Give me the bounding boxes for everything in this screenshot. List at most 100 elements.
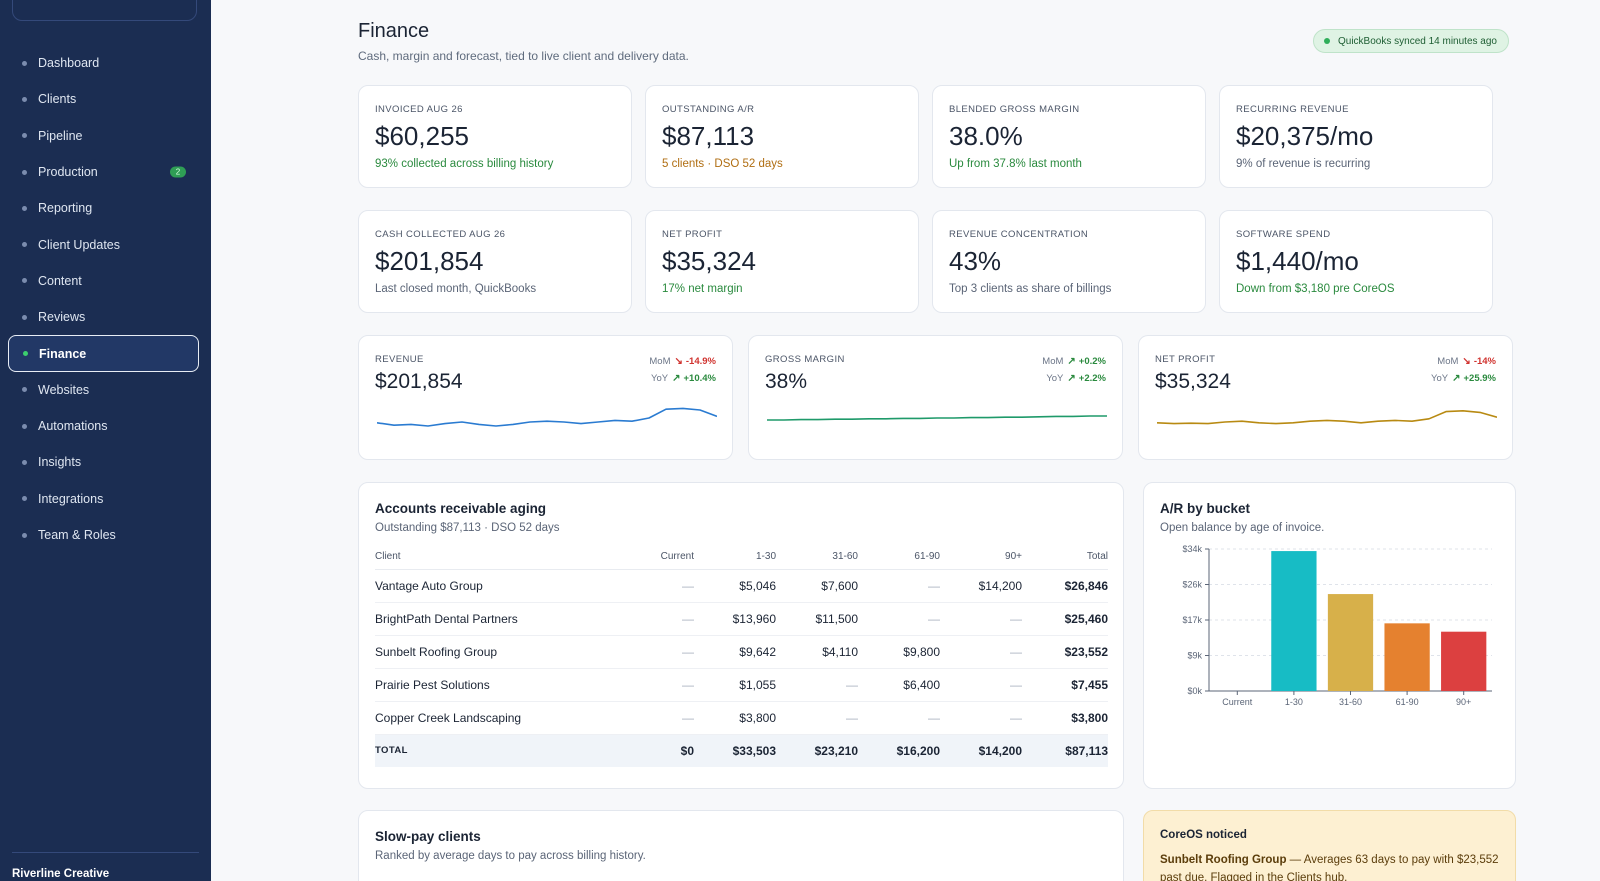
slow-pay-card: Slow-pay clients Ranked by average days … [358, 810, 1124, 881]
sidebar-item-pipeline[interactable]: Pipeline [8, 118, 199, 154]
amount-cell: $3,800 [694, 701, 776, 735]
kpi-card: CASH COLLECTED AUG 26 $201,854 Last closed… [358, 210, 632, 313]
client-name-cell[interactable]: Prairie Pest Solutions [375, 668, 605, 702]
amount-cell: $6,400 [858, 668, 940, 702]
kpi-note: Down from $3,180 pre CoreOS [1236, 283, 1395, 295]
ar-column-header: Current [605, 545, 694, 570]
amount-cell: — [605, 569, 694, 603]
table-total-row: TOTAL $0 $33,503 $23,210 $16,200 $14,200 $87,1… [375, 733, 1108, 767]
ar-column-header: 90+ [940, 545, 1022, 570]
amount-cell: $11,500 [776, 602, 858, 636]
ar-aging-title: Accounts receivable aging [375, 501, 547, 516]
bar-31-60[interactable] [1327, 594, 1374, 691]
y-tick-label: $0k [1187, 686, 1202, 696]
sync-status-text: QuickBooks synced 14 minutes ago [1338, 35, 1497, 47]
notice-body: Sunbelt Roofing Group — Averages 63 days… [1160, 851, 1500, 881]
kpi-note: Last closed month, QuickBooks [375, 283, 537, 295]
kpi-value: $1,440/mo [1236, 246, 1359, 276]
mom-delta: MoM ↘ -14.9% [649, 353, 716, 370]
mom-value: -14% [1473, 356, 1496, 367]
client-name-cell[interactable]: Copper Creek Landscaping [375, 701, 605, 735]
notice-client-link[interactable]: Sunbelt Roofing Group [1160, 854, 1287, 866]
table-row[interactable]: BrightPath Dental Partners — $13,960 $11,50… [375, 602, 1108, 636]
sidebar-item-reviews[interactable]: Reviews [8, 299, 199, 335]
sidebar-item-reporting[interactable]: Reporting [8, 190, 199, 226]
org-name[interactable]: Riverline Creative [12, 868, 110, 880]
amount-cell: — [605, 602, 694, 636]
mom-delta: MoM ↘ -14% [1431, 353, 1496, 370]
sidebar-item-integrations[interactable]: Integrations [8, 481, 199, 517]
table-row[interactable]: Vantage Auto Group — $5,046 $7,600— $14,200 $… [375, 569, 1108, 603]
arrow-up-right-icon: ↗ [1452, 373, 1461, 384]
sidebar-item-team-roles[interactable]: Team & Roles [8, 517, 199, 553]
sidebar-item-label: Reviews [38, 310, 86, 325]
amount-cell: — [858, 569, 940, 603]
bullet-dot-icon [22, 96, 27, 102]
total-label: TOTAL [375, 733, 605, 767]
page-title: Finance [358, 20, 430, 42]
sparkline-path [377, 407, 717, 427]
ar-bucket-chart: $0k $9k $17k $26k $34k Current 1-30 31-60 61-90 9… [1182, 544, 1492, 707]
total-cell: $23,210 [776, 733, 858, 767]
table-row[interactable]: Sunbelt Roofing Group — $9,642 $4,110 $9,800… [375, 635, 1108, 669]
sidebar-item-label: Client Updates [38, 237, 120, 252]
total-cell: $0 [605, 733, 694, 767]
sidebar-item-badge: 2 [170, 166, 186, 178]
amount-cell: — [940, 635, 1022, 669]
yoy-value: +25.9% [1463, 373, 1497, 384]
trend-card: GROSS MARGIN 38% MoM ↗ +0.2% YoY ↗ +2.2% [748, 335, 1123, 460]
amount-cell: — [940, 701, 1022, 735]
yoy-delta: YoY ↗ +2.2% [1042, 370, 1106, 387]
bullet-dot-icon [22, 532, 27, 538]
client-name-cell[interactable]: BrightPath Dental Partners [375, 602, 605, 636]
table-row[interactable]: Prairie Pest Solutions — $1,055— $6,400— $7,… [375, 668, 1108, 702]
sidebar-divider [12, 852, 199, 853]
sidebar-item-label: Content [38, 273, 82, 288]
sparkline-path [767, 415, 1107, 421]
bar-90+[interactable] [1441, 631, 1487, 691]
sparkline-path [1157, 410, 1497, 425]
total-cell: $87,113 [1022, 733, 1108, 767]
bar-61-90[interactable] [1384, 623, 1430, 691]
mom-delta: MoM ↗ +0.2% [1042, 353, 1106, 370]
sidebar-item-content[interactable]: Content [8, 263, 199, 299]
y-tick-label: $17k [1182, 615, 1202, 625]
sidebar-search-box[interactable] [12, 0, 197, 21]
sidebar-item-production[interactable]: Production 2 [8, 154, 199, 190]
kpi-card: INVOICED AUG 26 $60,255 93% collected acro… [358, 85, 632, 188]
ar-bucket-card: A/R by bucket Open balance by age of inv… [1143, 482, 1516, 789]
x-tick-label: 90+ [1456, 697, 1471, 707]
amount-cell: $26,846 [1022, 569, 1108, 603]
kpi-label: BLENDED GROSS MARGIN [949, 104, 1080, 115]
amount-cell: $3,800 [1022, 701, 1108, 735]
amount-cell: $14,200 [940, 569, 1022, 603]
notice-title: CoreOS noticed [1160, 829, 1247, 841]
client-name-cell[interactable]: Vantage Auto Group [375, 569, 605, 603]
sidebar-item-automations[interactable]: Automations [8, 408, 199, 444]
ar-aging-card: Accounts receivable aging Outstanding $8… [358, 482, 1124, 789]
sidebar-item-websites[interactable]: Websites [8, 372, 199, 408]
yoy-label: YoY [1431, 373, 1449, 384]
yoy-label: YoY [651, 373, 669, 384]
yoy-delta: YoY ↗ +25.9% [1431, 370, 1496, 387]
sidebar-item-finance[interactable]: Finance [8, 335, 199, 372]
client-name-cell[interactable]: Sunbelt Roofing Group [375, 635, 605, 669]
sidebar-item-clients[interactable]: Clients [8, 81, 199, 117]
bar-1-30[interactable] [1271, 551, 1317, 691]
amount-cell: — [776, 701, 858, 735]
amount-cell: — [605, 668, 694, 702]
kpi-note: Top 3 clients as share of billings [949, 283, 1112, 295]
sidebar-item-client-updates[interactable]: Client Updates [8, 226, 199, 262]
sidebar-item-dashboard[interactable]: Dashboard [8, 45, 199, 81]
amount-cell: — [605, 635, 694, 669]
bullet-dot-icon [22, 60, 27, 66]
bullet-dot-icon [22, 278, 27, 284]
amount-cell: $7,600 [776, 569, 858, 603]
sidebar-item-insights[interactable]: Insights [8, 444, 199, 480]
yoy-value: +10.4% [683, 373, 717, 384]
sidebar-item-label: Finance [39, 346, 87, 361]
table-row[interactable]: Copper Creek Landscaping — $3,800— — — $3,800 [375, 701, 1108, 735]
bullet-dot-icon [22, 314, 27, 320]
mom-value: +0.2% [1078, 356, 1106, 367]
bullet-dot-icon [22, 169, 27, 175]
